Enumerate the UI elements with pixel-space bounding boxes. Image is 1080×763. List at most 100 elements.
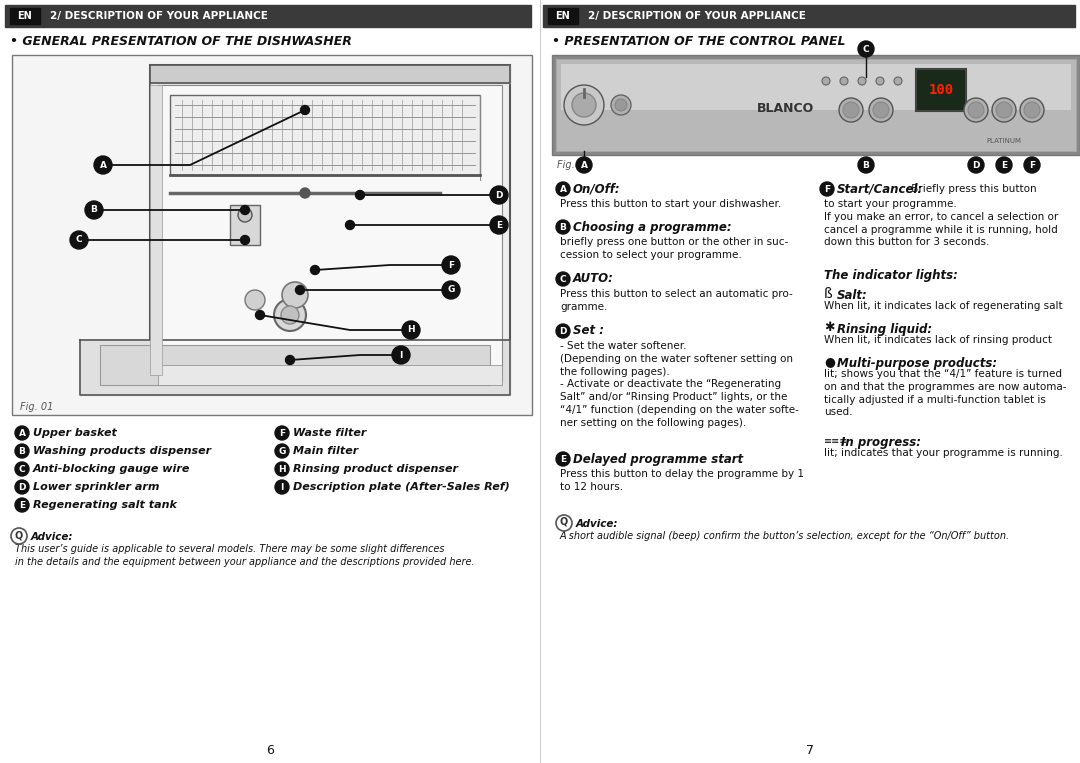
Text: Start/Cancel:: Start/Cancel: (837, 182, 923, 195)
Text: Press this button to start your dishwasher.: Press this button to start your dishwash… (561, 199, 781, 209)
Text: D: D (18, 482, 26, 491)
Text: E: E (19, 501, 25, 510)
Bar (10, 8, 40, 24)
Text: B: B (559, 223, 566, 231)
Circle shape (572, 93, 596, 117)
Circle shape (964, 98, 988, 122)
Text: A: A (18, 429, 26, 437)
Text: 6: 6 (266, 743, 274, 756)
Circle shape (858, 77, 866, 85)
Text: A: A (559, 185, 567, 194)
Circle shape (15, 426, 29, 440)
Circle shape (241, 236, 249, 244)
Circle shape (241, 205, 249, 214)
Circle shape (490, 186, 508, 204)
Circle shape (15, 498, 29, 512)
Text: • GENERAL PRESENTATION OF THE DISHWASHER: • GENERAL PRESENTATION OF THE DISHWASHER (10, 35, 352, 48)
Circle shape (858, 157, 874, 173)
Text: Anti-blocking gauge wire: Anti-blocking gauge wire (33, 464, 190, 474)
Circle shape (996, 157, 1012, 173)
Circle shape (15, 444, 29, 458)
Circle shape (876, 77, 885, 85)
Text: B: B (91, 205, 97, 214)
Circle shape (873, 102, 889, 118)
Text: PLATINUM: PLATINUM (986, 138, 1022, 144)
Circle shape (576, 157, 592, 173)
Text: H: H (407, 326, 415, 334)
Text: H: H (279, 465, 286, 474)
Text: briefly press one button or the other in suc-
cession to select your programme.: briefly press one button or the other in… (561, 237, 788, 259)
Circle shape (442, 281, 460, 299)
Circle shape (843, 102, 859, 118)
Text: Rinsing product dispenser: Rinsing product dispenser (293, 464, 458, 474)
Circle shape (285, 356, 295, 365)
Text: I: I (400, 350, 403, 359)
Circle shape (894, 77, 902, 85)
Text: On/Off:: On/Off: (573, 182, 621, 195)
Circle shape (300, 188, 310, 198)
Text: Press this button to select an automatic pro-
gramme.: Press this button to select an automatic… (561, 289, 793, 312)
Text: Fig. 02: Fig. 02 (557, 160, 591, 170)
Circle shape (822, 77, 831, 85)
Circle shape (839, 98, 863, 122)
Text: Briefly press this button: Briefly press this button (908, 184, 1037, 194)
Circle shape (564, 85, 604, 125)
Text: ß: ß (824, 287, 833, 301)
Circle shape (281, 306, 299, 324)
Text: Description plate (After-Sales Ref): Description plate (After-Sales Ref) (293, 482, 510, 492)
Text: In progress:: In progress: (841, 436, 921, 449)
Text: Advice:: Advice: (31, 532, 73, 542)
Text: 7: 7 (806, 743, 814, 756)
Circle shape (296, 285, 305, 295)
Circle shape (256, 311, 265, 320)
Circle shape (238, 208, 252, 222)
Circle shape (1024, 102, 1040, 118)
Bar (916, 69, 966, 111)
Text: Washing products dispenser: Washing products dispenser (33, 446, 211, 456)
Text: C: C (76, 236, 82, 244)
Text: When lit, it indicates lack of rinsing product: When lit, it indicates lack of rinsing p… (824, 335, 1052, 345)
Text: ≡≡≡: ≡≡≡ (824, 436, 849, 446)
Bar (170, 95, 480, 175)
Text: Set :: Set : (573, 324, 604, 337)
Circle shape (311, 266, 320, 275)
Circle shape (996, 102, 1012, 118)
Text: B: B (18, 446, 26, 456)
Bar (548, 8, 578, 24)
Circle shape (858, 41, 874, 57)
Circle shape (85, 201, 103, 219)
Circle shape (556, 452, 570, 466)
Circle shape (275, 426, 289, 440)
Circle shape (442, 256, 460, 274)
Text: F: F (448, 260, 454, 269)
Polygon shape (150, 65, 510, 83)
Text: ✱: ✱ (824, 321, 835, 334)
Bar (5, 5, 531, 27)
Circle shape (556, 220, 570, 234)
Text: lit; shows you that the “4/1” feature is turned
on and that the programmes are n: lit; shows you that the “4/1” feature is… (824, 369, 1067, 417)
Text: Choosing a programme:: Choosing a programme: (573, 221, 731, 233)
Text: B: B (863, 160, 869, 169)
Circle shape (820, 182, 834, 196)
Circle shape (275, 444, 289, 458)
Text: ●: ● (824, 355, 835, 368)
Circle shape (968, 157, 984, 173)
Text: A: A (99, 160, 107, 169)
Circle shape (346, 221, 354, 230)
Text: Lower sprinkler arm: Lower sprinkler arm (33, 482, 160, 492)
Circle shape (840, 77, 848, 85)
Bar (230, 205, 260, 245)
Polygon shape (80, 340, 510, 395)
Text: • PRESENTATION OF THE CONTROL PANEL: • PRESENTATION OF THE CONTROL PANEL (552, 35, 846, 48)
Bar (556, 59, 1076, 151)
Text: BLANCO: BLANCO (757, 101, 814, 114)
Text: Advice:: Advice: (576, 519, 619, 529)
Text: E: E (496, 221, 502, 230)
Bar (543, 5, 1075, 27)
Circle shape (282, 282, 308, 308)
Circle shape (556, 324, 570, 338)
Circle shape (15, 462, 29, 476)
Circle shape (94, 156, 112, 174)
Text: Waste filter: Waste filter (293, 428, 366, 438)
Circle shape (275, 462, 289, 476)
